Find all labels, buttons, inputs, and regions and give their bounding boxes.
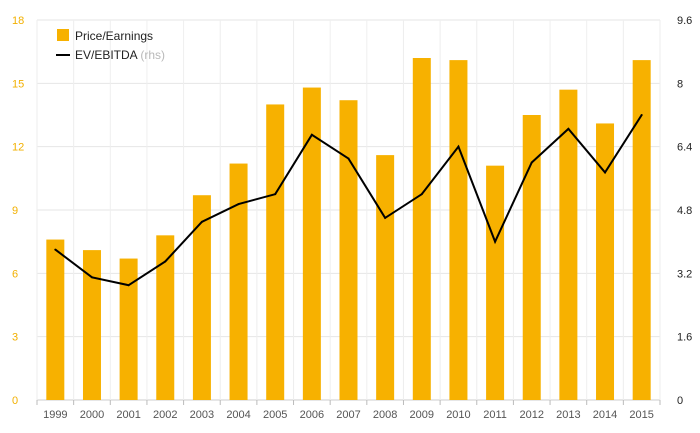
x-tick-label: 2013 xyxy=(556,409,580,421)
line-point-2013 xyxy=(567,127,570,130)
line-point-2002 xyxy=(164,260,167,263)
y-right-tick-label: 6.4 xyxy=(677,142,692,154)
x-tick-label: 2008 xyxy=(373,409,397,421)
line-point-2004 xyxy=(237,203,240,206)
legend-label-ev-ebitda-wrap: EV/EBITDA (rhs) xyxy=(75,48,165,62)
y-left-tick-label: 9 xyxy=(12,205,18,217)
line-point-2000 xyxy=(90,276,93,279)
legend-label-rhs-note: (rhs) xyxy=(140,48,165,62)
line-point-2015 xyxy=(640,114,643,116)
line-point-2007 xyxy=(347,157,350,160)
gridlines xyxy=(36,19,661,401)
x-tick-label: 2010 xyxy=(446,409,470,421)
line-series-ev-ebitda xyxy=(54,114,643,287)
legend: Price/Earnings EV/EBITDA (rhs) xyxy=(56,29,165,62)
y-right-tick-label: 4.8 xyxy=(677,205,692,217)
bar-1999 xyxy=(46,239,65,400)
y-right-tick-label: 0 xyxy=(677,395,683,407)
bar-2006 xyxy=(302,87,321,401)
y-right-tick-label: 3.2 xyxy=(677,268,692,280)
bar-2010 xyxy=(449,60,468,400)
line-point-2001 xyxy=(127,284,130,287)
y-left-tick-label: 6 xyxy=(12,268,18,280)
line-point-2011 xyxy=(494,240,497,243)
y-left-tick-label: 0 xyxy=(12,395,18,407)
bar-2012 xyxy=(522,115,541,400)
bar-2000 xyxy=(82,250,101,400)
x-tick-label: 2015 xyxy=(629,409,653,421)
y-right-tick-label: 1.6 xyxy=(677,332,692,344)
bar-2013 xyxy=(559,89,578,401)
bar-2005 xyxy=(266,104,285,400)
y-right-tick-label: 8 xyxy=(677,78,683,90)
x-tick-label: 2001 xyxy=(116,409,140,421)
legend-label-price-earnings: Price/Earnings xyxy=(75,29,153,43)
bar-2015 xyxy=(632,60,651,400)
x-tick-label: 2007 xyxy=(336,409,360,421)
legend-label-ev-ebitda: EV/EBITDA xyxy=(75,48,138,62)
legend-swatch-price-earnings xyxy=(57,29,69,41)
bar-series-price-earnings xyxy=(46,58,651,401)
bar-2009 xyxy=(412,58,431,400)
line-point-2003 xyxy=(200,220,203,223)
line-point-2012 xyxy=(530,161,533,164)
line-point-2006 xyxy=(310,133,313,136)
y-left-tick-label: 12 xyxy=(12,142,24,154)
x-tick-label: 2014 xyxy=(593,409,617,421)
x-tick-label: 2011 xyxy=(483,409,507,421)
x-tick-label: 2000 xyxy=(80,409,104,421)
line-point-2005 xyxy=(274,193,277,196)
bar-2011 xyxy=(486,165,505,400)
line-point-2014 xyxy=(604,171,607,174)
x-tick-label: 2005 xyxy=(263,409,287,421)
bar-2002 xyxy=(156,235,175,400)
bar-2004 xyxy=(229,163,248,400)
line-point-1999 xyxy=(54,248,57,251)
x-tick-label: 2003 xyxy=(190,409,214,421)
x-tick-label: 2004 xyxy=(226,409,250,421)
bar-2014 xyxy=(596,123,615,400)
y-left-tick-label: 3 xyxy=(12,332,18,344)
line-point-2008 xyxy=(384,216,387,219)
bar-2001 xyxy=(119,258,138,400)
y-left-tick-label: 18 xyxy=(12,15,24,27)
y-left-tick-label: 15 xyxy=(12,78,24,90)
bar-2008 xyxy=(376,155,395,400)
axes: 0 0 3 1.6 6 3.2 9 4.8 12 6.4 15 8 18 9.6 1999 2000 2001 2… xyxy=(12,15,692,421)
bar-2003 xyxy=(192,195,211,400)
y-right-tick-label: 9.6 xyxy=(677,15,692,27)
x-tick-label: 2012 xyxy=(519,409,543,421)
x-tick-label: 2002 xyxy=(153,409,177,421)
bar-2007 xyxy=(339,100,358,400)
line-point-2009 xyxy=(420,193,423,196)
x-tick-label: 1999 xyxy=(43,409,67,421)
x-tick-label: 2009 xyxy=(410,409,434,421)
line-point-2010 xyxy=(457,145,460,148)
x-tick-label: 2006 xyxy=(300,409,324,421)
